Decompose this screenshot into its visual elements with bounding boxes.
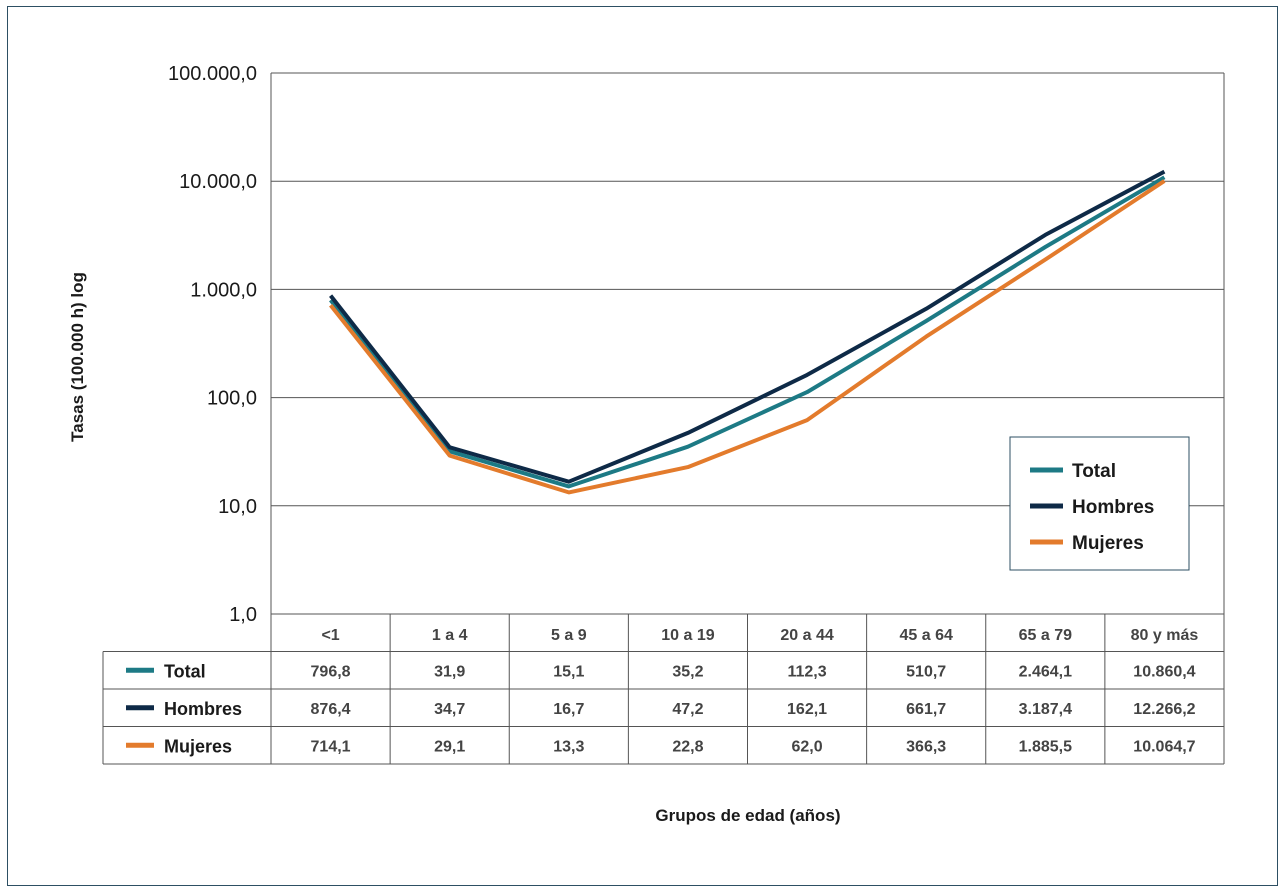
series-line-hombres xyxy=(329,169,1166,484)
table-cell: 62,0 xyxy=(791,738,822,755)
table-cell: 13,3 xyxy=(553,738,584,755)
y-tick-labels: 1,0 10,0 100,0 1.000,0 10.000,0 100.000,0 xyxy=(168,63,257,626)
table-cell: 10.064,7 xyxy=(1133,738,1195,755)
y-tick-label: 100,0 xyxy=(207,388,257,410)
y-tick-label: 1.000,0 xyxy=(190,279,257,301)
x-tick-label: 45 a 64 xyxy=(899,627,952,644)
x-tick-label: 10 a 19 xyxy=(661,627,714,644)
table-row-label: Total xyxy=(164,661,206,681)
table-cell: 12.266,2 xyxy=(1133,701,1195,718)
y-tick-label: 10.000,0 xyxy=(179,171,257,193)
table-cell: 31,9 xyxy=(434,663,465,680)
x-tick-label: <1 xyxy=(321,627,339,644)
series-line-total xyxy=(329,175,1166,489)
table-cell: 366,3 xyxy=(906,738,946,755)
x-tick-label: 65 a 79 xyxy=(1019,627,1072,644)
table-cell: 22,8 xyxy=(672,738,703,755)
legend-entry: Total xyxy=(1072,461,1116,482)
table-cell: 714,1 xyxy=(311,738,351,755)
table-cell: 112,3 xyxy=(787,663,826,680)
table-row-label: Mujeres xyxy=(164,736,232,756)
table-cell: 35,2 xyxy=(672,663,703,680)
series-line-mujeres xyxy=(329,179,1166,495)
x-tick-label: 5 a 9 xyxy=(551,627,587,644)
table-cell: 162,1 xyxy=(787,701,827,718)
table-cell: 47,2 xyxy=(672,701,703,718)
y-tick-label: 10,0 xyxy=(218,496,257,518)
table-cell: 661,7 xyxy=(906,701,946,718)
table-cell: 876,4 xyxy=(311,701,351,718)
table-cell: 16,7 xyxy=(553,701,584,718)
table-row-label: Hombres xyxy=(164,699,242,719)
table-cell: 15,1 xyxy=(553,663,584,680)
y-tick-label: 1,0 xyxy=(229,604,257,626)
y-tick-label: 100.000,0 xyxy=(168,63,257,85)
table-cell: 34,7 xyxy=(434,701,465,718)
table-cell: 2.464,1 xyxy=(1019,663,1072,680)
x-axis-label: Grupos de edad (años) xyxy=(655,806,840,825)
table-cell: 29,1 xyxy=(434,738,465,755)
data-table: <1 1 a 4 5 a 9 10 a 19 20 a 44 45 a 64 65 a 79… xyxy=(102,613,1225,765)
legend: Total Hombres Mujeres xyxy=(1009,436,1190,571)
table-cell: 10.860,4 xyxy=(1133,663,1195,680)
series-lines xyxy=(329,169,1166,495)
x-tick-label: 20 a 44 xyxy=(780,627,833,644)
legend-entry: Hombres xyxy=(1072,497,1154,518)
table-cell: 510,7 xyxy=(906,663,946,680)
table-cell: 1.885,5 xyxy=(1019,738,1072,755)
x-tick-label: 80 y más xyxy=(1131,627,1199,644)
table-cell: 796,8 xyxy=(311,663,351,680)
y-axis-label: Tasas (100.000 h) log xyxy=(68,272,87,442)
table-cell: 3.187,4 xyxy=(1019,701,1072,718)
x-tick-label: 1 a 4 xyxy=(432,627,468,644)
legend-entry: Mujeres xyxy=(1072,533,1144,554)
